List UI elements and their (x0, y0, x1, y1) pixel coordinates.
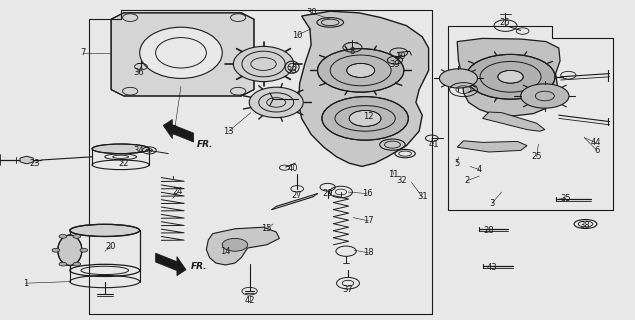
Text: 15: 15 (262, 224, 272, 233)
Polygon shape (457, 141, 527, 152)
Ellipse shape (70, 224, 140, 236)
Polygon shape (298, 11, 429, 166)
Text: 44: 44 (591, 138, 601, 147)
Circle shape (349, 110, 381, 126)
Text: 12: 12 (363, 112, 373, 121)
Text: 4: 4 (477, 165, 482, 174)
Text: 42: 42 (244, 296, 255, 305)
Polygon shape (457, 38, 560, 116)
Ellipse shape (140, 27, 222, 78)
Polygon shape (111, 13, 254, 96)
Text: 24: 24 (173, 188, 183, 196)
Circle shape (73, 262, 81, 266)
Text: 7: 7 (80, 48, 85, 57)
Text: 3: 3 (490, 199, 495, 208)
Text: 28: 28 (484, 226, 494, 235)
Text: 36: 36 (133, 68, 144, 76)
Text: 10: 10 (292, 31, 302, 40)
Text: 33: 33 (287, 66, 297, 75)
Polygon shape (156, 253, 186, 276)
Text: 13: 13 (224, 127, 234, 136)
Text: 35: 35 (560, 194, 570, 203)
Text: 38: 38 (579, 221, 589, 230)
Ellipse shape (92, 144, 149, 154)
Ellipse shape (249, 87, 304, 118)
Text: 19: 19 (395, 52, 405, 60)
Polygon shape (206, 227, 279, 265)
Polygon shape (20, 156, 33, 164)
Circle shape (322, 97, 408, 140)
Text: 14: 14 (220, 247, 231, 256)
Text: 30: 30 (306, 8, 316, 17)
Text: 25: 25 (531, 152, 542, 161)
Text: 17: 17 (363, 216, 373, 225)
Text: 39: 39 (390, 60, 400, 68)
Text: 34: 34 (133, 146, 144, 155)
Text: 26: 26 (500, 18, 510, 27)
Text: 37: 37 (343, 285, 353, 294)
Text: 18: 18 (363, 248, 373, 257)
Circle shape (222, 238, 248, 251)
Text: 2: 2 (464, 176, 469, 185)
Text: 6: 6 (594, 146, 599, 155)
Circle shape (59, 262, 67, 266)
Polygon shape (483, 112, 545, 131)
Ellipse shape (234, 46, 293, 82)
Ellipse shape (58, 235, 82, 266)
Text: FR.: FR. (197, 140, 213, 148)
Circle shape (318, 49, 404, 92)
Circle shape (59, 235, 67, 238)
Text: 8: 8 (350, 47, 355, 56)
Text: 27: 27 (292, 191, 302, 200)
Circle shape (466, 54, 555, 99)
Circle shape (498, 70, 523, 83)
Text: 22: 22 (119, 159, 129, 168)
Text: 43: 43 (487, 263, 497, 272)
Text: 1: 1 (23, 279, 28, 288)
Circle shape (80, 248, 88, 252)
Circle shape (439, 69, 478, 88)
Circle shape (52, 248, 60, 252)
Text: 16: 16 (362, 189, 372, 198)
Circle shape (73, 235, 81, 238)
Text: 20: 20 (106, 242, 116, 251)
Polygon shape (163, 119, 194, 142)
Text: 41: 41 (429, 140, 439, 148)
Text: 32: 32 (397, 176, 407, 185)
Text: 23: 23 (30, 159, 40, 168)
Text: 29: 29 (323, 189, 333, 198)
Text: 9: 9 (172, 125, 177, 134)
Text: 5: 5 (455, 159, 460, 168)
Text: FR.: FR. (191, 262, 208, 271)
Text: 40: 40 (288, 164, 298, 172)
Circle shape (347, 63, 375, 77)
Circle shape (521, 84, 569, 108)
Text: 11: 11 (389, 170, 399, 179)
Text: 31: 31 (417, 192, 427, 201)
